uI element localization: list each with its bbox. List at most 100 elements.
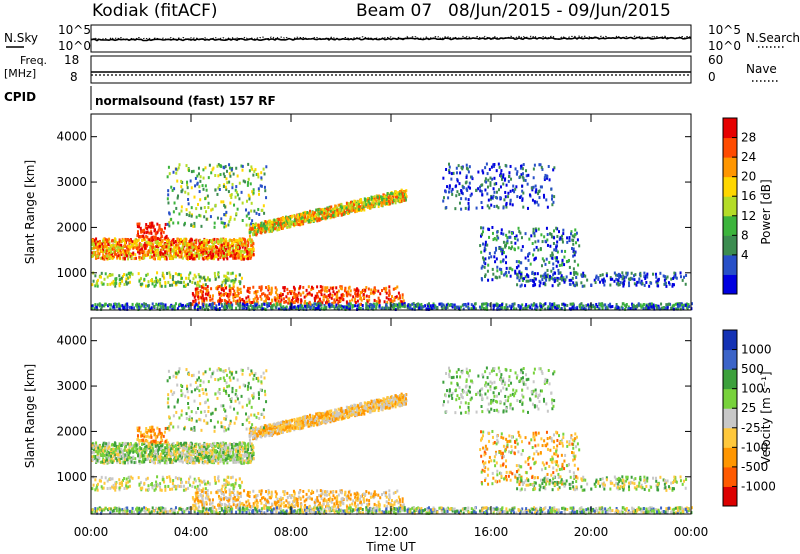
power-cell xyxy=(224,213,227,217)
power-cell xyxy=(341,206,344,210)
power-cell xyxy=(450,172,453,176)
power-cell xyxy=(173,187,176,191)
power-cell xyxy=(223,241,226,245)
power-cell xyxy=(547,305,550,309)
power-cell xyxy=(542,282,545,286)
power-cell xyxy=(556,250,559,254)
power-cell xyxy=(375,202,378,206)
power-cell xyxy=(319,285,322,289)
power-cell xyxy=(130,254,133,258)
power-cell xyxy=(235,301,238,305)
power-cell xyxy=(324,214,327,218)
power-cell xyxy=(222,200,225,204)
power-cell xyxy=(168,172,171,176)
power-cell xyxy=(514,269,517,273)
power-cell xyxy=(667,281,670,285)
power-cell xyxy=(256,302,259,306)
power-cell xyxy=(100,305,103,309)
power-cell xyxy=(259,224,262,228)
power-cell xyxy=(333,298,336,302)
power-cell xyxy=(272,303,275,307)
power-cell xyxy=(93,238,96,242)
power-cell xyxy=(353,288,356,292)
power-cell xyxy=(154,231,157,235)
power-cell xyxy=(487,278,490,282)
power-cell xyxy=(91,304,94,308)
power-cell xyxy=(126,307,129,311)
power-cell xyxy=(332,210,335,214)
power-cell xyxy=(164,284,167,288)
power-cell xyxy=(266,305,269,309)
power-cell xyxy=(189,271,192,275)
power-cell xyxy=(106,238,109,242)
power-cell xyxy=(502,173,505,177)
power-cell xyxy=(545,257,548,261)
power-cell xyxy=(276,220,279,224)
power-cell xyxy=(532,167,535,171)
power-cell xyxy=(390,295,393,299)
power-cell xyxy=(232,252,235,256)
power-cell xyxy=(96,247,99,251)
power-cell xyxy=(516,273,519,277)
power-cell xyxy=(238,296,241,300)
power-cell xyxy=(640,305,643,309)
power-cell xyxy=(288,221,291,225)
power-cell xyxy=(662,306,665,310)
power-cell xyxy=(413,305,416,309)
power-cell xyxy=(553,271,556,275)
power-cell xyxy=(167,249,170,253)
power-cell xyxy=(479,244,482,248)
power-cell xyxy=(180,209,183,213)
power-cell xyxy=(247,289,250,293)
power-cell xyxy=(573,233,576,237)
power-cell xyxy=(211,244,214,248)
power-cell xyxy=(604,303,607,307)
power-cell xyxy=(628,284,631,288)
power-cell xyxy=(273,218,276,222)
power-cell xyxy=(333,292,336,296)
power-cell xyxy=(374,289,377,293)
power-cell xyxy=(233,249,236,253)
power-cell xyxy=(222,287,225,291)
power-cell xyxy=(235,294,238,298)
power-cell xyxy=(663,278,666,282)
power-cell xyxy=(479,189,482,193)
power-cell xyxy=(503,306,506,310)
power-data-cells xyxy=(91,162,693,312)
power-cell xyxy=(197,247,200,251)
power-cell xyxy=(493,163,496,167)
power-cell xyxy=(231,286,234,290)
power-cell xyxy=(561,278,564,282)
power-cell xyxy=(480,266,483,270)
power-cell xyxy=(372,288,375,292)
power-cell xyxy=(534,184,537,188)
power-cell xyxy=(228,301,231,305)
power-cell xyxy=(213,271,216,275)
power-cell xyxy=(293,287,296,291)
power-cell xyxy=(136,230,139,234)
power-cell xyxy=(629,307,632,311)
power-cell xyxy=(146,304,149,308)
power-cell xyxy=(240,276,243,280)
power-ylabel: Slant Range [km] xyxy=(23,160,37,264)
power-cell xyxy=(248,195,251,199)
power-cell xyxy=(160,234,163,238)
power-cell xyxy=(555,244,558,248)
power-cell xyxy=(251,306,254,310)
power-cell xyxy=(237,299,240,303)
power-cell xyxy=(368,295,371,299)
power-cell xyxy=(194,251,197,255)
power-cell xyxy=(190,214,193,218)
power-cell xyxy=(274,305,277,309)
power-cell xyxy=(527,275,530,279)
power-cell xyxy=(571,238,574,242)
power-cell xyxy=(260,171,263,175)
power-cell xyxy=(317,295,320,299)
power-cell xyxy=(238,238,241,242)
power-cell xyxy=(550,197,553,201)
power-cell xyxy=(239,290,242,294)
power-cell xyxy=(456,305,459,309)
power-cell xyxy=(252,247,255,251)
power-cell xyxy=(400,304,403,308)
